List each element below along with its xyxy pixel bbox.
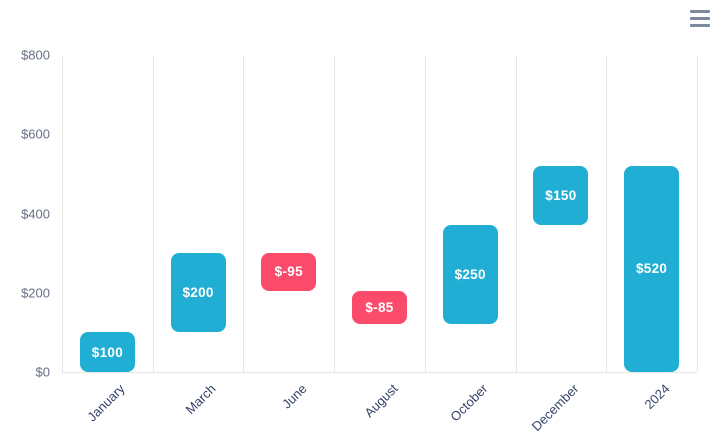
y-axis-label-400: $400	[21, 206, 50, 221]
vertical-gridline	[606, 55, 608, 372]
x-axis-label-october: October	[447, 381, 491, 425]
y-axis-label-0: $0	[35, 364, 50, 380]
hamburger-menu-icon[interactable]	[690, 9, 712, 28]
bar-data-label: $520	[635, 261, 668, 277]
waterfall-bar-january[interactable]: $100	[79, 332, 135, 372]
x-axis-label-2024: 2024	[641, 381, 673, 413]
hamburger-bar	[690, 17, 710, 20]
bar-data-label: $200	[182, 285, 214, 301]
vertical-gridline	[62, 55, 63, 372]
hamburger-bar	[690, 10, 710, 13]
y-axis-label-200: $200	[21, 285, 50, 301]
vertical-gridline	[697, 55, 698, 372]
waterfall-bar-august[interactable]: $-85	[352, 290, 407, 325]
vertical-gridline	[334, 55, 336, 372]
vertical-gridline	[515, 55, 517, 372]
waterfall-bar-june[interactable]: $-95	[261, 253, 317, 291]
bar-data-label: $150	[545, 188, 577, 204]
vertical-gridline	[152, 55, 154, 372]
hamburger-bar	[690, 24, 710, 27]
vertical-gridline	[424, 55, 426, 372]
x-axis-label-january: January	[84, 381, 128, 425]
plot-area: $100 $200 $-95 $-85 $250 $150 $520	[62, 55, 698, 373]
bar-data-label: $-95	[274, 264, 303, 280]
y-axis-label-600: $600	[21, 126, 50, 142]
waterfall-bar-october[interactable]: $250	[442, 225, 498, 325]
waterfall-bar-2024[interactable]: $520	[624, 165, 680, 372]
x-axis-line	[62, 372, 697, 373]
bar-data-label: $-85	[365, 300, 394, 316]
x-axis-label-march: March	[182, 381, 219, 418]
x-axis-label-august: August	[360, 381, 401, 421]
waterfall-bar-march[interactable]: $200	[170, 253, 226, 333]
x-axis-label-december: December	[528, 381, 582, 435]
vertical-gridline	[243, 55, 245, 372]
bar-data-label: $100	[91, 344, 123, 360]
bar-data-label: $250	[454, 267, 486, 283]
y-axis-label-800: $800	[21, 47, 50, 63]
x-axis-label-june: June	[278, 381, 310, 412]
waterfall-bar-december[interactable]: $150	[533, 165, 589, 226]
